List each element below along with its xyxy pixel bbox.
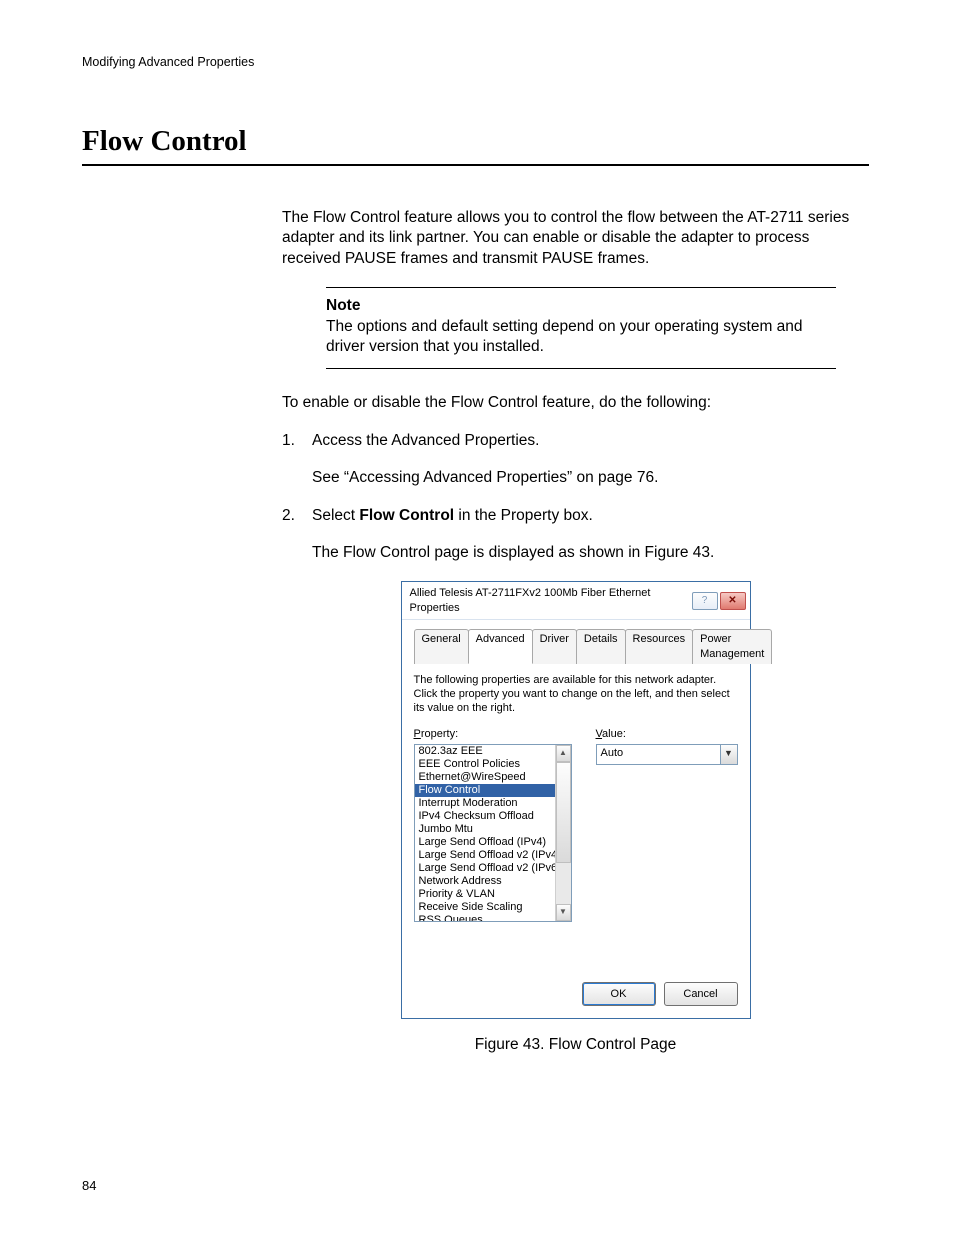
- step-1-sub: See “Accessing Advanced Properties” on p…: [312, 468, 869, 488]
- listbox-scrollbar[interactable]: ▲ ▼: [555, 745, 571, 921]
- dialog-titlebar: Allied Telesis AT-2711FXv2 100Mb Fiber E…: [402, 582, 750, 620]
- list-item-selected[interactable]: Flow Control: [415, 784, 555, 797]
- lead-paragraph: To enable or disable the Flow Control fe…: [282, 393, 869, 413]
- step-1-number: 1.: [282, 431, 312, 451]
- value-combobox-text: Auto: [597, 745, 720, 764]
- running-header: Modifying Advanced Properties: [82, 55, 869, 69]
- value-combobox[interactable]: Auto ▼: [596, 744, 738, 765]
- value-label: Value:: [596, 727, 738, 742]
- list-item[interactable]: Priority & VLAN: [415, 888, 555, 901]
- properties-dialog: Allied Telesis AT-2711FXv2 100Mb Fiber E…: [401, 581, 751, 1019]
- property-label: Property:: [414, 727, 572, 742]
- tab-resources[interactable]: Resources: [625, 629, 694, 664]
- note-text: The options and default setting depend o…: [326, 317, 826, 358]
- list-item[interactable]: EEE Control Policies: [415, 758, 555, 771]
- scroll-down-icon[interactable]: ▼: [556, 904, 571, 921]
- chevron-down-icon[interactable]: ▼: [720, 745, 737, 764]
- list-item[interactable]: Interrupt Moderation: [415, 797, 555, 810]
- tab-advanced[interactable]: Advanced: [468, 629, 533, 664]
- tab-strip: General Advanced Driver Details Resource…: [414, 628, 738, 664]
- scroll-up-icon[interactable]: ▲: [556, 745, 571, 762]
- note-box: Note The options and default setting dep…: [326, 287, 836, 368]
- step-2-post: in the Property box.: [454, 507, 593, 524]
- dialog-title: Allied Telesis AT-2711FXv2 100Mb Fiber E…: [410, 586, 692, 615]
- note-label: Note: [326, 296, 826, 316]
- cancel-button[interactable]: Cancel: [664, 982, 738, 1006]
- tab-power-management[interactable]: Power Management: [692, 629, 772, 664]
- page-title: Flow Control: [82, 125, 869, 158]
- ok-button[interactable]: OK: [582, 982, 656, 1006]
- step-1-text: Access the Advanced Properties.: [312, 431, 539, 451]
- tab-general[interactable]: General: [414, 629, 469, 664]
- scroll-thumb[interactable]: [556, 762, 571, 863]
- tab-driver[interactable]: Driver: [532, 629, 577, 664]
- list-item[interactable]: Large Send Offload v2 (IPv4): [415, 849, 555, 862]
- dialog-description: The following properties are available f…: [414, 674, 738, 715]
- list-item[interactable]: Large Send Offload v2 (IPv6): [415, 862, 555, 875]
- step-2-sub: The Flow Control page is displayed as sh…: [312, 543, 869, 563]
- property-listbox[interactable]: 802.3az EEE EEE Control Policies Etherne…: [414, 744, 572, 922]
- list-item[interactable]: Large Send Offload (IPv4): [415, 836, 555, 849]
- step-2-pre: Select: [312, 507, 359, 524]
- step-2-number: 2.: [282, 506, 312, 526]
- title-rule: [82, 164, 869, 166]
- close-button[interactable]: ✕: [720, 592, 746, 610]
- intro-paragraph: The Flow Control feature allows you to c…: [282, 208, 869, 269]
- step-2-text: Select Flow Control in the Property box.: [312, 506, 593, 526]
- figure-caption: Figure 43. Flow Control Page: [282, 1035, 869, 1055]
- list-item[interactable]: Ethernet@WireSpeed: [415, 771, 555, 784]
- list-item[interactable]: Jumbo Mtu: [415, 823, 555, 836]
- list-item[interactable]: RSS Queues: [415, 914, 555, 921]
- list-item[interactable]: IPv4 Checksum Offload: [415, 810, 555, 823]
- tab-details[interactable]: Details: [576, 629, 626, 664]
- list-item[interactable]: 802.3az EEE: [415, 745, 555, 758]
- page-number: 84: [82, 1178, 96, 1193]
- list-item[interactable]: Network Address: [415, 875, 555, 888]
- list-item[interactable]: Receive Side Scaling: [415, 901, 555, 914]
- step-2-bold: Flow Control: [359, 507, 454, 524]
- help-button[interactable]: ?: [692, 592, 718, 610]
